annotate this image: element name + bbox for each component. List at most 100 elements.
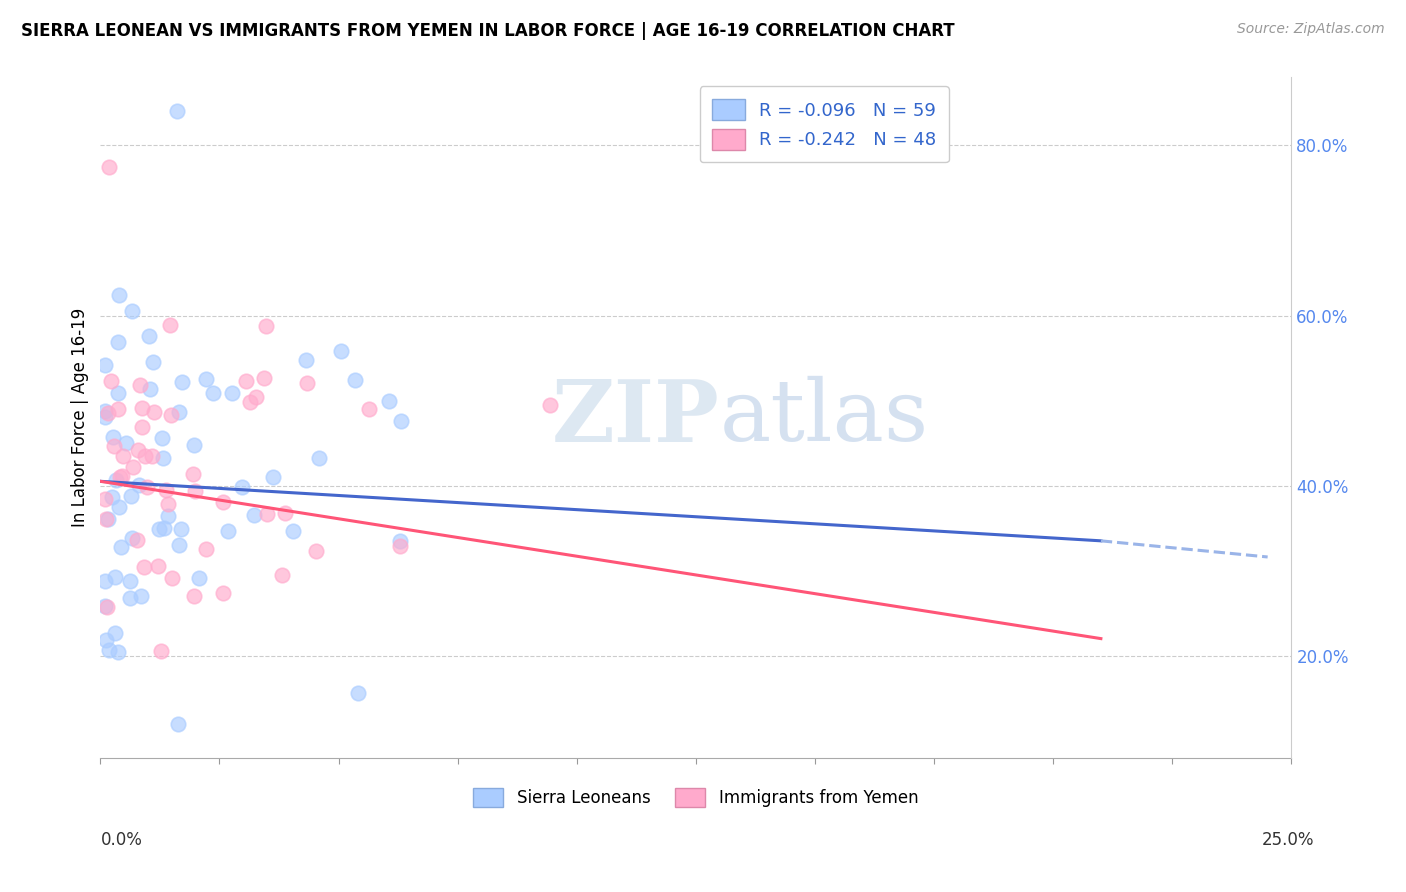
Text: 25.0%: 25.0% [1263, 831, 1315, 849]
Point [388, 539, 411, 553]
Point [305, 544, 328, 558]
Point [138, 329, 160, 343]
Point [131, 401, 153, 415]
Point [148, 522, 170, 536]
Point [538, 398, 561, 412]
Point [127, 443, 149, 458]
Text: 0.0%: 0.0% [101, 831, 143, 849]
Point [152, 450, 174, 465]
Point [121, 304, 143, 318]
Point [262, 470, 284, 484]
Point [153, 521, 176, 535]
Point [125, 533, 148, 548]
Point [202, 386, 225, 401]
Point [118, 574, 141, 589]
Point [231, 480, 253, 494]
Point [100, 375, 122, 389]
Point [94, 491, 117, 506]
Point [295, 376, 318, 390]
Point [100, 490, 122, 504]
Point [134, 559, 156, 574]
Point [97, 406, 120, 420]
Point [256, 507, 278, 521]
Point [274, 506, 297, 520]
Point [128, 378, 150, 392]
Text: SIERRA LEONEAN VS IMMIGRANTS FROM YEMEN IN LABOR FORCE | AGE 16-19 CORRELATION C: SIERRA LEONEAN VS IMMIGRANTS FROM YEMEN … [21, 22, 955, 40]
Point [129, 589, 152, 603]
Point [347, 686, 370, 700]
Point [183, 589, 205, 603]
Point [155, 483, 177, 497]
Point [283, 524, 305, 538]
Point [167, 404, 190, 418]
Point [239, 395, 262, 409]
Point [159, 318, 181, 332]
Point [235, 375, 257, 389]
Point [107, 385, 129, 400]
Point [134, 449, 156, 463]
Point [97, 160, 120, 174]
Point [98, 642, 121, 657]
Point [96, 512, 118, 526]
Point [143, 405, 166, 419]
Point [344, 373, 367, 387]
Point [195, 542, 218, 557]
Point [253, 370, 276, 384]
Point [217, 524, 239, 539]
Point [94, 358, 117, 372]
Point [96, 600, 118, 615]
Point [183, 484, 205, 499]
Point [167, 538, 190, 552]
Point [120, 489, 142, 503]
Point [111, 469, 134, 483]
Point [212, 494, 235, 508]
Point [107, 645, 129, 659]
Point [94, 633, 117, 648]
Text: atlas: atlas [720, 376, 929, 459]
Point [159, 408, 181, 422]
Point [166, 104, 188, 119]
Text: Source: ZipAtlas.com: Source: ZipAtlas.com [1237, 22, 1385, 37]
Point [108, 500, 131, 515]
Point [308, 451, 330, 466]
Point [103, 439, 125, 453]
Point [107, 401, 129, 416]
Point [94, 410, 117, 425]
Point [378, 394, 401, 409]
Point [108, 470, 131, 484]
Point [211, 585, 233, 599]
Point [122, 459, 145, 474]
Text: ZIP: ZIP [553, 376, 720, 459]
Legend: Sierra Leoneans, Immigrants from Yemen: Sierra Leoneans, Immigrants from Yemen [467, 781, 925, 814]
Point [242, 508, 264, 523]
Point [94, 404, 117, 418]
Point [388, 533, 411, 548]
Point [188, 570, 211, 584]
Point [157, 509, 180, 524]
Point [221, 386, 243, 401]
Point [118, 591, 141, 605]
Point [167, 716, 190, 731]
Point [107, 334, 129, 349]
Point [94, 599, 117, 613]
Y-axis label: In Labor Force | Age 16-19: In Labor Force | Age 16-19 [72, 308, 89, 527]
Point [142, 354, 165, 368]
Point [103, 430, 125, 444]
Point [94, 574, 117, 588]
Point [136, 480, 159, 494]
Point [245, 390, 267, 404]
Point [183, 438, 205, 452]
Point [271, 567, 294, 582]
Point [170, 375, 193, 389]
Point [110, 541, 132, 555]
Point [121, 531, 143, 545]
Point [141, 449, 163, 463]
Point [194, 372, 217, 386]
Point [148, 558, 170, 573]
Point [150, 431, 173, 445]
Point [160, 571, 183, 585]
Point [181, 467, 204, 481]
Point [389, 414, 412, 428]
Point [104, 625, 127, 640]
Point [112, 449, 135, 463]
